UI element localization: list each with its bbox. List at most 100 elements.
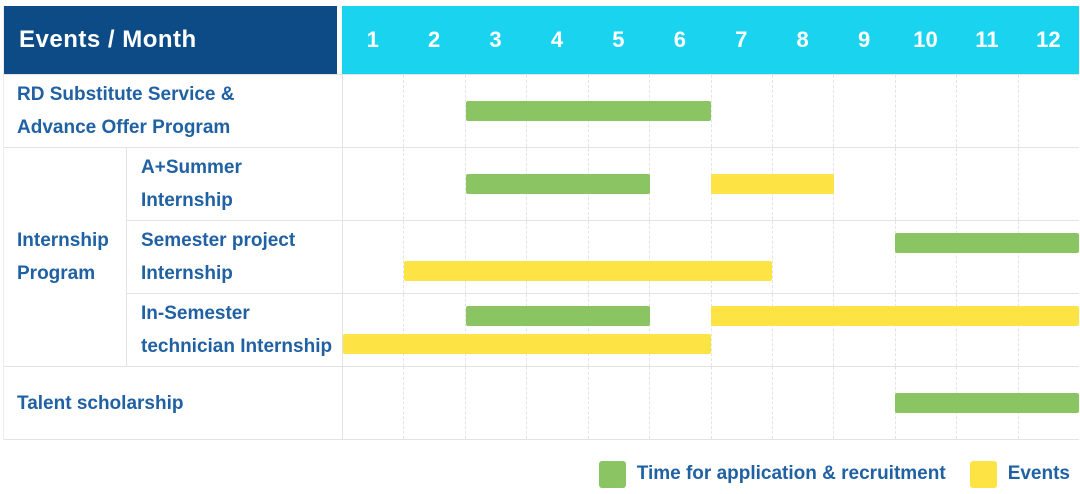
table-header-months: 1 2 3 4 5 6 7 8 9 10 11 12	[342, 6, 1079, 74]
month-gridlines	[343, 294, 1079, 366]
row-label-line: Internship	[141, 190, 233, 211]
month-gridline	[712, 75, 773, 147]
month-gridline	[957, 294, 1019, 366]
table-header-corner: Events / Month	[4, 6, 342, 74]
month-gridline	[896, 221, 958, 293]
row-timeline-a-summer-internship	[342, 147, 1079, 220]
legend: Time for application & recruitment Events	[598, 460, 1070, 488]
month-gridline	[957, 148, 1019, 220]
month-gridlines	[343, 221, 1079, 293]
event-period-bar	[404, 261, 773, 282]
month-gridline	[466, 221, 528, 293]
group-label-line: Internship	[17, 230, 109, 251]
month-gridline	[404, 294, 466, 366]
group-label-line: Program	[17, 263, 96, 284]
event-period-bar	[711, 305, 1079, 326]
month-gridline	[589, 367, 651, 439]
row-label-rd-substitute-service-advance-offer-program: RD Substitute Service & Advance Offer Pro…	[4, 74, 342, 147]
legend-label-event: Events	[1007, 463, 1070, 484]
month-gridline	[896, 294, 958, 366]
month-header-label: 3	[489, 27, 502, 52]
month-gridline	[773, 367, 835, 439]
month-gridline	[834, 367, 896, 439]
month-gridline	[527, 367, 589, 439]
month-gridline	[712, 294, 773, 366]
legend-swatch-event	[969, 460, 997, 488]
month-header-label: 1	[366, 27, 379, 52]
month-gridline	[527, 294, 589, 366]
row-label-line: Talent scholarship	[17, 392, 184, 414]
month-gridline	[404, 75, 466, 147]
month-gridline	[650, 294, 712, 366]
month-gridline	[589, 294, 651, 366]
application-period-bar	[895, 232, 1079, 253]
month-gridline	[896, 148, 958, 220]
month-header-label: 8	[796, 27, 809, 52]
row-timeline-rd-substitute-service-advance-offer-program	[342, 74, 1079, 147]
legend-item-event: Events	[969, 460, 1070, 488]
month-gridline	[404, 221, 466, 293]
month-gridline	[343, 367, 405, 439]
month-gridline	[343, 148, 405, 220]
month-gridline	[834, 221, 896, 293]
month-header-label: 2	[428, 27, 441, 52]
month-header-label: 12	[1036, 27, 1061, 52]
row-timeline-in-semester-technician-internship	[342, 293, 1079, 366]
month-gridline	[650, 221, 712, 293]
month-gridline	[404, 367, 466, 439]
application-period-bar	[895, 393, 1079, 413]
month-gridline	[773, 294, 835, 366]
row-group-label-internship-program: Internship Program	[4, 147, 126, 366]
month-header-label: 9	[857, 27, 871, 52]
row-label-line: technician Internship	[141, 336, 333, 357]
row-label-line: Advance Offer Program	[17, 117, 231, 138]
row-label-line: RD Substitute Service &	[17, 84, 235, 105]
month-gridline	[1019, 148, 1079, 220]
row-label-semester-project-internship: Semester project Internship	[126, 220, 342, 293]
row-timeline-talent-scholarship	[342, 366, 1079, 439]
month-gridline	[343, 294, 405, 366]
application-period-bar	[465, 174, 650, 194]
row-label-line: In-Semester	[141, 303, 250, 324]
row-label-line: Internship	[141, 263, 233, 284]
month-gridline	[1019, 294, 1079, 366]
month-header-label: 4	[550, 27, 564, 52]
application-period-bar	[465, 101, 711, 121]
row-label-in-semester-technician-internship: In-Semester technician Internship	[126, 293, 342, 366]
month-gridline	[834, 294, 896, 366]
month-gridline	[1019, 221, 1079, 293]
month-gridline	[957, 221, 1019, 293]
legend-item-application: Time for application & recruitment	[598, 460, 946, 488]
month-gridline	[650, 148, 712, 220]
month-gridline	[957, 75, 1019, 147]
month-gridline	[466, 294, 528, 366]
row-label-line: A+Summer	[141, 157, 242, 178]
legend-label-application: Time for application & recruitment	[636, 463, 946, 484]
events-month-table: Events / Month 1 2 3 4 5 6 7 8 9 10 11 12 RD Substi…	[3, 6, 1079, 440]
row-label-line: Semester project	[141, 230, 296, 251]
month-header-label: 10	[913, 27, 938, 52]
month-header-label: 5	[612, 27, 625, 52]
month-gridline	[650, 367, 712, 439]
month-gridlines	[343, 75, 1079, 147]
month-gridline	[834, 148, 896, 220]
month-header-label: 6	[673, 27, 686, 52]
month-gridline	[404, 148, 466, 220]
month-gridline	[343, 221, 405, 293]
month-header-label: 7	[735, 27, 748, 52]
event-period-bar	[343, 334, 711, 355]
application-period-bar	[465, 305, 650, 326]
month-gridline	[589, 221, 651, 293]
month-gridline	[712, 221, 773, 293]
table-header-corner-label: Events / Month	[19, 26, 197, 53]
event-period-bar	[711, 174, 834, 194]
month-gridline	[773, 221, 835, 293]
row-timeline-semester-project-internship	[342, 220, 1079, 293]
month-gridline	[773, 75, 835, 147]
month-gridline	[466, 367, 528, 439]
month-gridline	[773, 148, 835, 220]
month-gridline	[834, 75, 896, 147]
month-gridline	[1019, 75, 1079, 147]
month-gridline	[712, 367, 773, 439]
